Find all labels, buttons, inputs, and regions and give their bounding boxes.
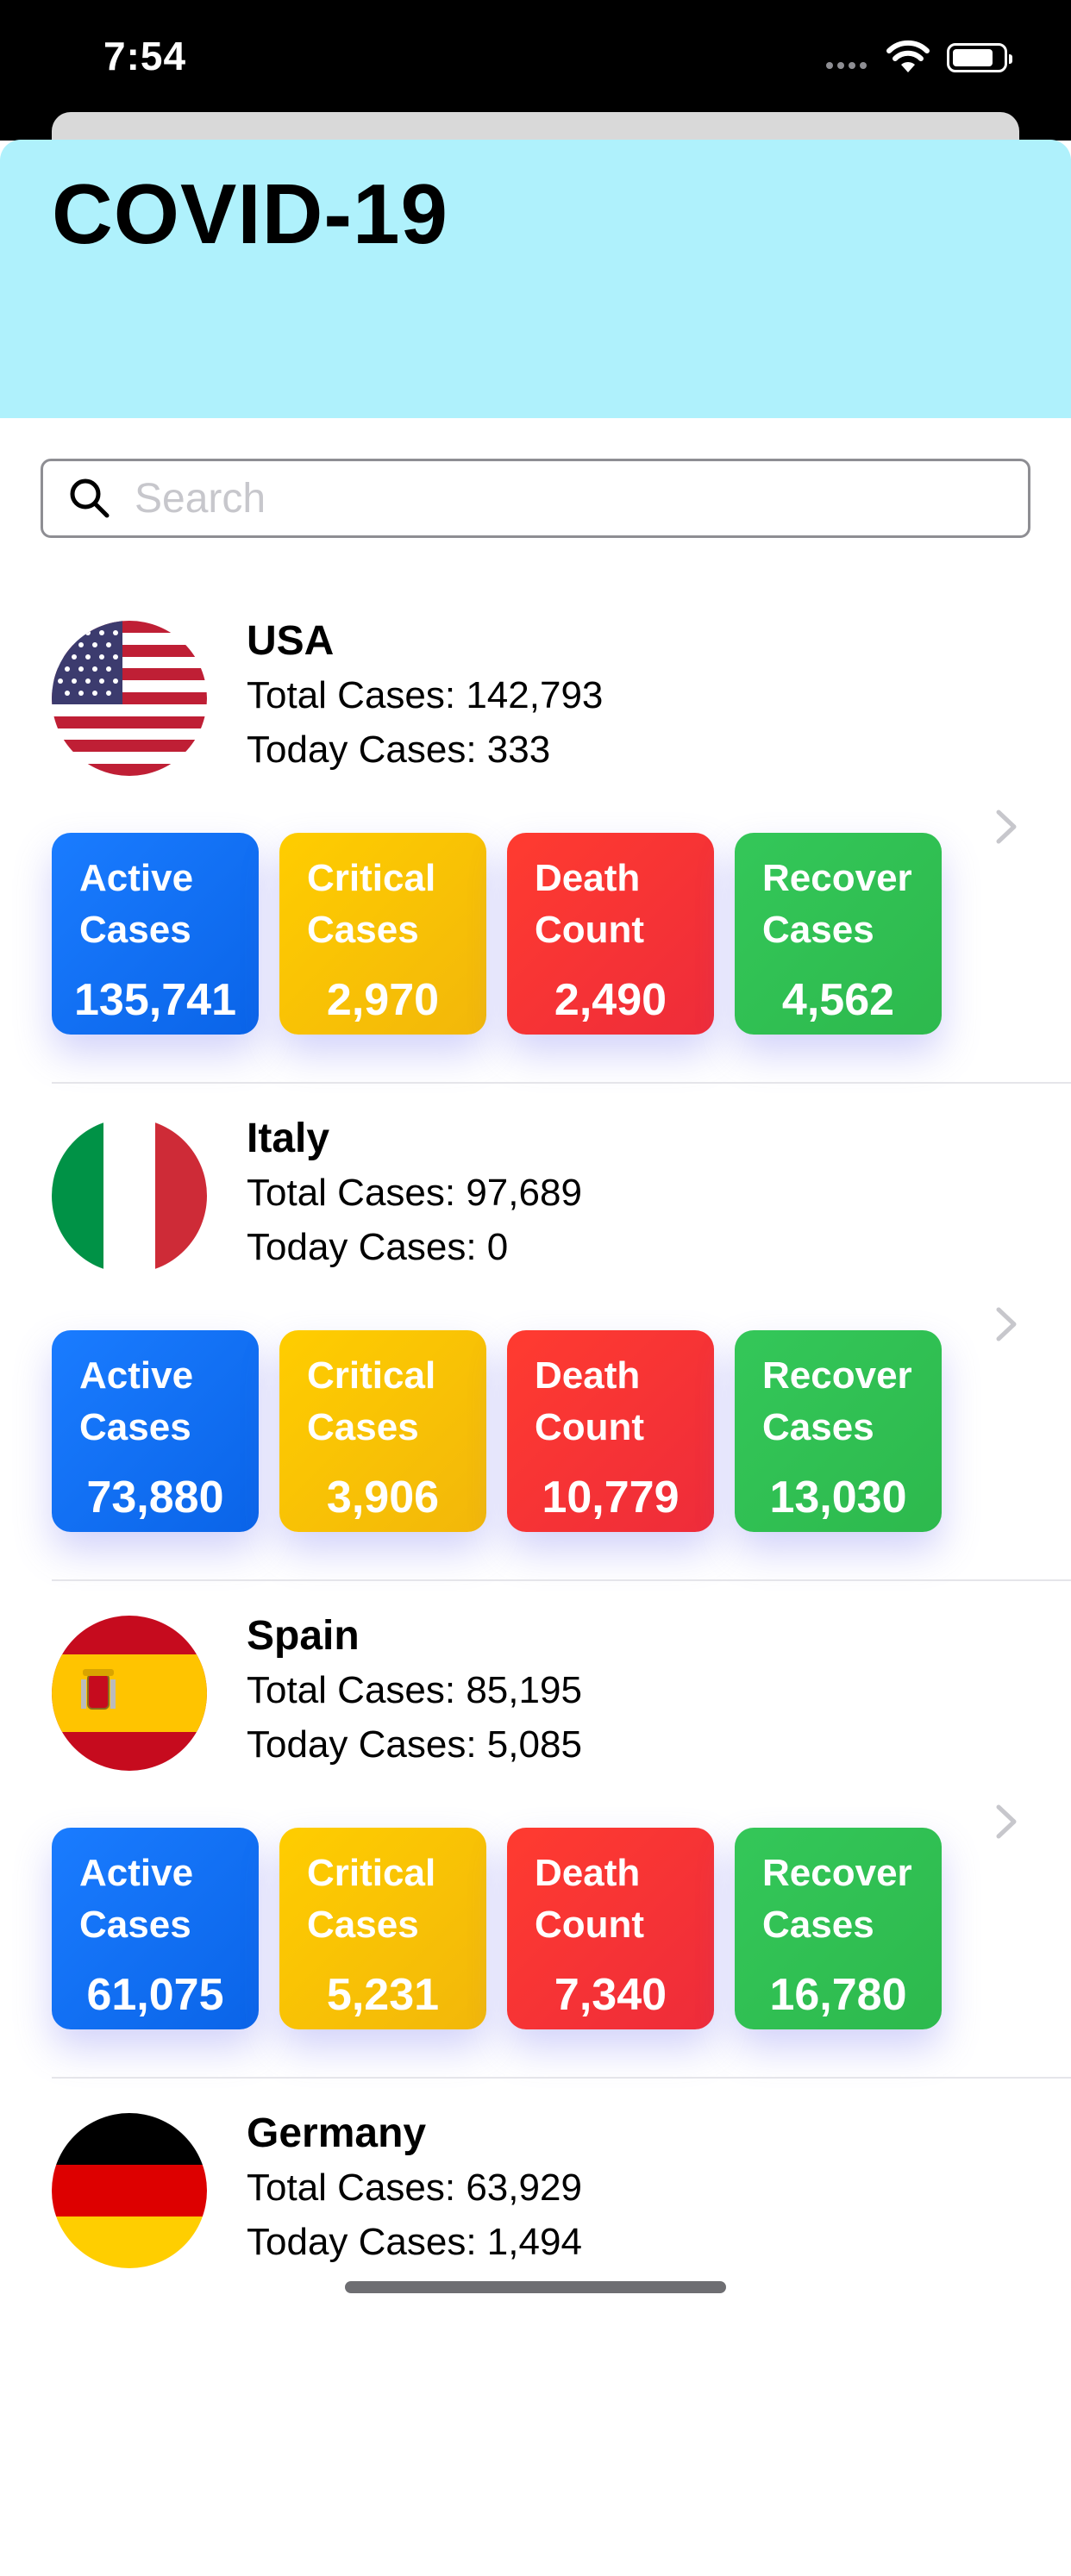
country-name: Germany xyxy=(247,2110,427,2156)
row-divider xyxy=(52,2077,1071,2079)
active-cases-tile: Active Cases 73,880 xyxy=(52,1330,259,1532)
total-cases: Total Cases: 85,195 xyxy=(247,1669,582,1711)
tile-label: Cases xyxy=(79,1904,191,1946)
country-row-usa[interactable]: USA Total Cases: 142,793 Today Cases: 33… xyxy=(0,586,1071,1084)
tile-label: Death xyxy=(535,1852,641,1894)
spain-flag-icon xyxy=(52,1616,207,1771)
country-name: Spain xyxy=(247,1613,360,1659)
page-title: COVID-19 xyxy=(52,166,449,261)
death-count-value: 10,779 xyxy=(542,1472,680,1522)
active-cases-value: 61,075 xyxy=(86,1970,224,2020)
cellular-signal-icon xyxy=(826,62,867,69)
critical-cases-value: 2,970 xyxy=(326,975,440,1025)
tile-label: Recover xyxy=(762,1354,912,1397)
tile-label: Count xyxy=(535,1904,645,1946)
search-bar[interactable] xyxy=(41,459,1030,538)
tile-label: Active xyxy=(79,1354,194,1397)
chevron-right-icon xyxy=(996,1804,1017,1839)
row-divider xyxy=(52,1082,1071,1084)
active-cases-value: 135,741 xyxy=(74,975,236,1025)
tile-label: Recover xyxy=(762,857,912,899)
tile-label: Active xyxy=(79,1852,194,1894)
critical-cases-value: 3,906 xyxy=(326,1472,440,1522)
critical-cases-tile: Critical Cases 5,231 xyxy=(279,1828,486,2029)
death-count-value: 7,340 xyxy=(554,1970,667,2020)
tile-label: Cases xyxy=(307,1406,419,1448)
tile-label: Cases xyxy=(762,909,874,951)
chevron-right-icon xyxy=(996,810,1017,844)
country-name: Italy xyxy=(247,1116,330,1161)
tile-label: Cases xyxy=(79,909,191,951)
stats-tiles: Active Cases 61,075 Critical Cases 5,231… xyxy=(52,1828,942,2029)
today-cases: Today Cases: 333 xyxy=(247,728,551,771)
death-count-tile: Death Count 10,779 xyxy=(507,1330,714,1532)
today-cases: Today Cases: 1,494 xyxy=(247,2221,582,2263)
country-row-spain[interactable]: Spain Total Cases: 85,195 Today Cases: 5… xyxy=(0,1581,1071,2079)
country-row-germany[interactable]: Germany Total Cases: 63,929 Today Cases:… xyxy=(0,2079,1071,2576)
header-bar xyxy=(0,140,1071,418)
tile-label: Critical xyxy=(307,1852,436,1894)
active-cases-tile: Active Cases 61,075 xyxy=(52,1828,259,2029)
tile-label: Critical xyxy=(307,1354,436,1397)
active-cases-tile: Active Cases 135,741 xyxy=(52,833,259,1035)
critical-cases-tile: Critical Cases 2,970 xyxy=(279,833,486,1035)
today-cases: Today Cases: 5,085 xyxy=(247,1723,582,1766)
italy-flag-icon xyxy=(52,1118,207,1273)
wifi-icon xyxy=(886,40,930,72)
tile-label: Count xyxy=(535,1406,645,1448)
today-cases: Today Cases: 0 xyxy=(247,1226,509,1268)
recover-cases-tile: Recover Cases 13,030 xyxy=(735,1330,942,1532)
tile-label: Death xyxy=(535,857,641,899)
recover-cases-tile: Recover Cases 16,780 xyxy=(735,1828,942,2029)
tile-label: Count xyxy=(535,909,645,951)
country-list: USA Total Cases: 142,793 Today Cases: 33… xyxy=(0,586,1071,2576)
tile-label: Cases xyxy=(79,1406,191,1448)
country-row-italy[interactable]: Italy Total Cases: 97,689 Today Cases: 0… xyxy=(0,1084,1071,1581)
recover-cases-tile: Recover Cases 4,562 xyxy=(735,833,942,1035)
total-cases: Total Cases: 142,793 xyxy=(247,674,604,716)
critical-cases-tile: Critical Cases 3,906 xyxy=(279,1330,486,1532)
tile-label: Cases xyxy=(307,909,419,951)
battery-icon xyxy=(947,43,1012,72)
tile-label: Cases xyxy=(762,1904,874,1946)
critical-cases-value: 5,231 xyxy=(326,1970,440,2020)
row-divider xyxy=(52,1579,1071,1581)
germany-flag-icon xyxy=(52,2113,207,2268)
usa-flag-icon xyxy=(52,621,207,776)
status-time: 7:54 xyxy=(103,34,187,78)
country-name: USA xyxy=(247,618,335,664)
death-count-value: 2,490 xyxy=(554,975,667,1025)
search-input[interactable] xyxy=(133,463,1028,534)
death-count-tile: Death Count 7,340 xyxy=(507,1828,714,2029)
home-indicator[interactable] xyxy=(345,2281,726,2293)
tile-label: Recover xyxy=(762,1852,912,1894)
search-icon xyxy=(70,478,110,518)
stats-tiles: Active Cases 135,741 Critical Cases 2,97… xyxy=(52,833,942,1035)
active-cases-value: 73,880 xyxy=(86,1472,224,1522)
recover-cases-value: 13,030 xyxy=(769,1472,907,1522)
stats-tiles: Active Cases 73,880 Critical Cases 3,906… xyxy=(52,1330,942,1532)
total-cases: Total Cases: 63,929 xyxy=(247,2166,582,2209)
tile-label: Active xyxy=(79,857,194,899)
tile-label: Cases xyxy=(307,1904,419,1946)
death-count-tile: Death Count 2,490 xyxy=(507,833,714,1035)
tile-label: Death xyxy=(535,1354,641,1397)
total-cases: Total Cases: 97,689 xyxy=(247,1172,582,1214)
tile-label: Critical xyxy=(307,857,436,899)
recover-cases-value: 16,780 xyxy=(769,1970,907,2020)
chevron-right-icon xyxy=(996,1307,1017,1341)
recover-cases-value: 4,562 xyxy=(781,975,895,1025)
tile-label: Cases xyxy=(762,1406,874,1448)
